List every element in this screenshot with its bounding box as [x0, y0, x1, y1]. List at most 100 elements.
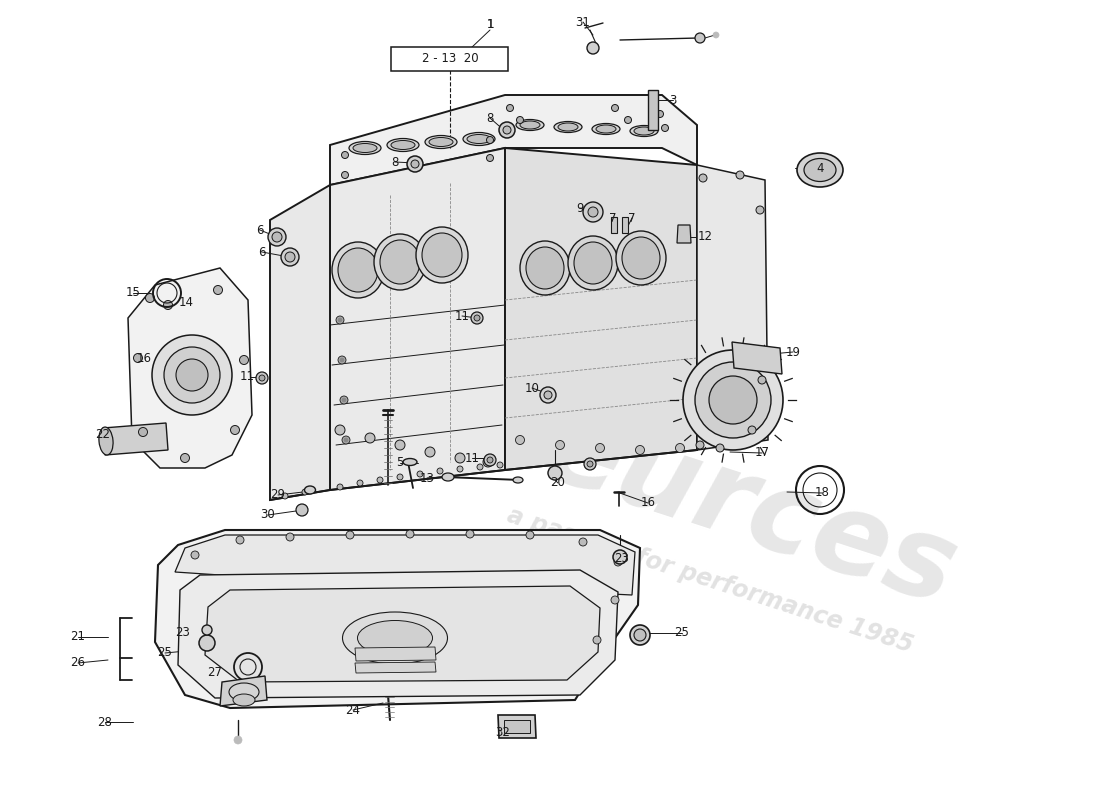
Ellipse shape: [520, 241, 570, 295]
Text: 19: 19: [785, 346, 801, 358]
Ellipse shape: [390, 141, 415, 150]
Ellipse shape: [379, 240, 420, 284]
Circle shape: [517, 117, 524, 123]
Ellipse shape: [442, 473, 454, 481]
Circle shape: [338, 318, 342, 322]
Circle shape: [548, 466, 562, 480]
Polygon shape: [355, 647, 436, 661]
Circle shape: [139, 427, 147, 437]
Circle shape: [296, 504, 308, 516]
Ellipse shape: [630, 126, 658, 137]
Ellipse shape: [229, 683, 258, 701]
Circle shape: [696, 441, 704, 449]
Circle shape: [588, 207, 598, 217]
Polygon shape: [178, 570, 618, 698]
Circle shape: [698, 174, 707, 182]
Ellipse shape: [387, 138, 419, 151]
Text: 1: 1: [486, 18, 494, 31]
Text: 27: 27: [208, 666, 222, 678]
Circle shape: [556, 441, 564, 450]
Circle shape: [341, 171, 349, 178]
Ellipse shape: [332, 242, 384, 298]
Circle shape: [377, 477, 383, 483]
Text: 8: 8: [486, 111, 494, 125]
Circle shape: [340, 358, 344, 362]
Ellipse shape: [353, 143, 377, 153]
Polygon shape: [697, 165, 768, 450]
Circle shape: [213, 286, 222, 294]
Circle shape: [756, 206, 764, 214]
Circle shape: [625, 117, 631, 123]
Ellipse shape: [804, 158, 836, 182]
Ellipse shape: [554, 122, 582, 133]
Ellipse shape: [526, 247, 564, 289]
Text: 7: 7: [609, 211, 617, 225]
Ellipse shape: [592, 123, 620, 134]
Circle shape: [477, 464, 483, 470]
Circle shape: [342, 398, 346, 402]
Circle shape: [612, 105, 618, 111]
Circle shape: [365, 433, 375, 443]
Polygon shape: [270, 185, 330, 500]
Circle shape: [282, 493, 288, 499]
Polygon shape: [205, 586, 600, 682]
Circle shape: [466, 530, 474, 538]
Polygon shape: [330, 95, 697, 185]
Ellipse shape: [520, 121, 540, 129]
Text: 8: 8: [392, 155, 398, 169]
Circle shape: [302, 489, 308, 495]
Circle shape: [471, 312, 483, 324]
Circle shape: [256, 372, 268, 384]
Circle shape: [583, 202, 603, 222]
Text: 1: 1: [486, 18, 494, 31]
Text: 17: 17: [755, 446, 770, 459]
Circle shape: [683, 350, 783, 450]
Circle shape: [758, 376, 766, 384]
Ellipse shape: [596, 125, 616, 133]
Polygon shape: [610, 217, 617, 233]
Circle shape: [499, 122, 515, 138]
Circle shape: [595, 443, 605, 453]
Circle shape: [716, 444, 724, 452]
Circle shape: [634, 629, 646, 641]
Text: 11: 11: [454, 310, 470, 322]
Circle shape: [338, 356, 346, 364]
Text: 21: 21: [70, 630, 86, 643]
Circle shape: [661, 125, 669, 131]
Ellipse shape: [502, 127, 512, 134]
Text: 32: 32: [496, 726, 510, 739]
Circle shape: [358, 480, 363, 486]
Ellipse shape: [616, 231, 666, 285]
Circle shape: [417, 471, 424, 477]
Text: 7: 7: [628, 211, 636, 225]
Ellipse shape: [338, 248, 378, 292]
Text: 18: 18: [815, 486, 829, 499]
Text: 24: 24: [345, 703, 361, 717]
Circle shape: [713, 32, 719, 38]
Text: 29: 29: [271, 489, 286, 502]
Circle shape: [152, 335, 232, 415]
Circle shape: [497, 462, 503, 468]
Ellipse shape: [305, 486, 316, 494]
Circle shape: [336, 316, 344, 324]
Polygon shape: [505, 148, 697, 470]
Ellipse shape: [574, 242, 612, 284]
Circle shape: [593, 636, 601, 644]
Ellipse shape: [621, 237, 660, 279]
Circle shape: [191, 551, 199, 559]
Circle shape: [164, 301, 173, 310]
Text: 25: 25: [157, 646, 173, 659]
Ellipse shape: [99, 427, 113, 455]
Circle shape: [710, 376, 757, 424]
Circle shape: [636, 446, 645, 454]
Circle shape: [133, 354, 143, 362]
Polygon shape: [155, 530, 640, 708]
Ellipse shape: [342, 612, 448, 664]
Text: 2 - 13  20: 2 - 13 20: [421, 53, 478, 66]
Text: 12: 12: [697, 230, 713, 243]
Circle shape: [587, 42, 600, 54]
Ellipse shape: [416, 227, 468, 283]
Text: 6: 6: [258, 246, 266, 258]
Circle shape: [268, 228, 286, 246]
Circle shape: [411, 160, 419, 168]
